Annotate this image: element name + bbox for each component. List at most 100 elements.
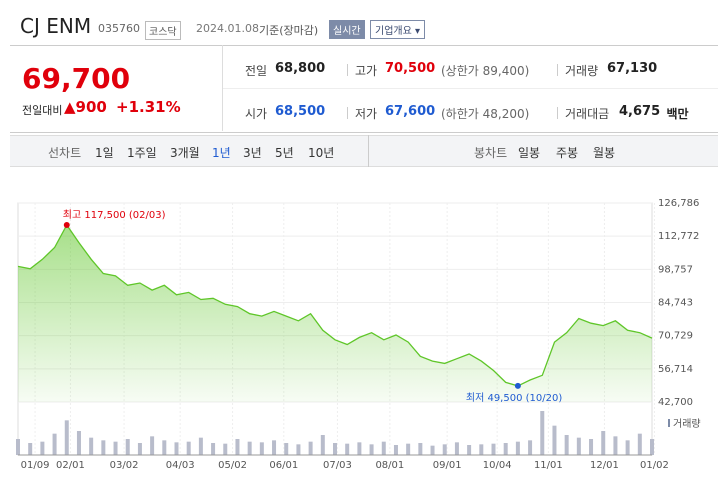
volume-bar (564, 435, 569, 455)
volume-bar (601, 431, 606, 455)
volume-bar (393, 445, 398, 455)
date: 2024.01.08 (196, 22, 259, 35)
tab[interactable]: 10년 (308, 146, 335, 160)
x-tick-label: 11/01 (534, 460, 563, 471)
tab[interactable]: 3개월 (170, 146, 200, 160)
volume-bar (369, 444, 374, 455)
change: ▲900 (64, 98, 107, 116)
legend-swatch (668, 419, 670, 427)
volume-bar (589, 439, 594, 455)
volume-bar (101, 440, 106, 455)
tab[interactable]: 일봉 (518, 146, 541, 160)
volume-bar (162, 440, 167, 455)
x-tick-label: 04/03 (166, 460, 195, 471)
volume-bar (40, 441, 45, 455)
y-tick-label: 84,743 (658, 298, 693, 309)
volume-bar (198, 437, 203, 455)
y-tick-label: 70,729 (658, 331, 693, 342)
stat-value: 68,800 (275, 61, 326, 76)
volume-bar (320, 435, 325, 455)
volume-bar (89, 437, 94, 455)
tab[interactable]: 1년 (212, 146, 231, 160)
divider (557, 107, 558, 119)
stat-value: 70,500 (385, 61, 436, 76)
tab[interactable]: 3년 (243, 146, 262, 160)
market-badge: 코스닥 (145, 21, 181, 40)
volume-bar (613, 436, 618, 455)
tab[interactable]: 1일 (95, 146, 114, 160)
volume-bar (137, 443, 142, 455)
volume-bar (491, 443, 496, 455)
stat-label: 시가 (245, 107, 268, 121)
stat-unit: 백만 (666, 107, 689, 121)
volume-bar (296, 444, 301, 455)
legend-label: 거래량 (673, 418, 701, 430)
volume-bar (259, 442, 264, 455)
stat-label: 거래량 (565, 64, 599, 78)
divider (223, 88, 718, 89)
x-tick-label: 02/01 (56, 460, 85, 471)
volume-bar (515, 441, 520, 455)
volume-bar (333, 443, 337, 455)
tab-label: 봉차트 (474, 146, 508, 160)
stat-value: 67,600 (385, 104, 436, 119)
volume-bar (223, 443, 228, 455)
volume-bar (125, 439, 130, 455)
y-tick-label: 98,757 (658, 264, 693, 275)
annotation: 최고 117,500 (02/03) (63, 209, 166, 221)
x-tick-label: 01/09 (21, 460, 50, 471)
stat-value: 67,130 (607, 61, 658, 76)
tab[interactable]: 월봉 (593, 146, 616, 160)
realtime-button[interactable]: 실시간 (329, 20, 365, 39)
volume-bar (247, 441, 252, 455)
volume-bar (16, 439, 20, 455)
y-tick-label: 126,786 (658, 198, 699, 209)
volume-bar (186, 441, 191, 455)
volume-bar (381, 441, 386, 455)
change-value: 900 (75, 98, 107, 116)
volume-bar (272, 440, 277, 455)
stat-note: (상한가 89,400) (441, 64, 530, 78)
volume-bar (28, 443, 33, 455)
volume-bar (52, 433, 57, 455)
overview-button[interactable]: 기업개요 ▾ (370, 20, 426, 39)
x-tick-label: 12/01 (590, 460, 619, 471)
volume-bar (479, 444, 484, 455)
volume-bar (503, 443, 508, 455)
tab[interactable]: 5년 (275, 146, 294, 160)
divider (368, 135, 369, 167)
tab[interactable]: 1주일 (127, 146, 157, 160)
extreme-marker (514, 382, 521, 389)
overview-text: 기업개요 (375, 26, 412, 37)
chart: 42,700 56,714 70,729 84,743 98,757 112,772 126… (16, 198, 701, 471)
current-price: 69,700 (22, 62, 131, 95)
basis: 기준(장마감) (259, 24, 319, 37)
volume-bar (345, 443, 350, 455)
volume-bar (357, 442, 362, 455)
divider (557, 64, 558, 76)
stock-name: CJ ENM (20, 14, 92, 38)
volume-bar (637, 433, 642, 455)
y-tick-label: 112,772 (658, 231, 699, 242)
stat-value: 4,675 (619, 104, 661, 119)
stat-label: 고가 (355, 64, 378, 78)
tab-label: 선차트 (48, 146, 82, 160)
volume-bar (576, 437, 581, 455)
x-tick-label: 07/03 (323, 460, 352, 471)
volume-bar (308, 441, 313, 455)
change-label: 전일대비 (22, 104, 63, 117)
x-tick-label: 05/02 (218, 460, 247, 471)
volume-bar (174, 442, 179, 455)
volume-bar (406, 443, 411, 455)
volume-bar (540, 411, 545, 455)
divider (347, 64, 348, 76)
x-tick-label: 09/01 (433, 460, 462, 471)
x-tick-label: 06/01 (269, 460, 298, 471)
tab[interactable]: 주봉 (556, 146, 579, 160)
x-tick-label: 03/02 (110, 460, 139, 471)
stock-code: 035760 (98, 22, 140, 35)
line (17, 223, 653, 387)
x-tick-label: 01/02 (640, 460, 669, 471)
volume-bar (76, 431, 81, 455)
